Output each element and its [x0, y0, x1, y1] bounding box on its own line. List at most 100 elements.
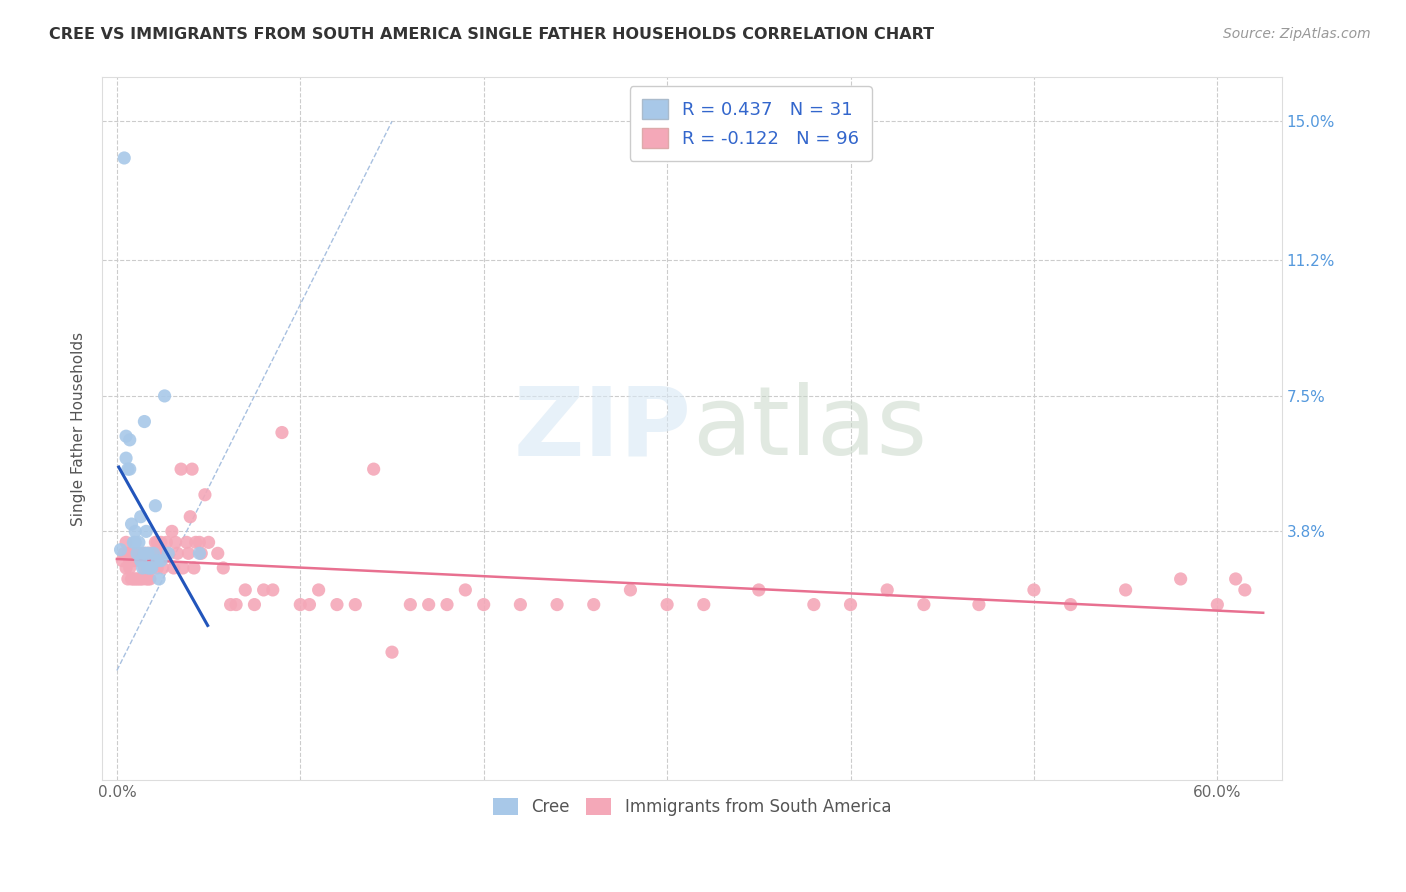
Point: [129, 554, 152, 568]
Point: [141, 561, 163, 575]
Point: [115, 535, 138, 549]
Point: [194, 488, 217, 502]
Point: [118, 462, 141, 476]
Point: [290, 598, 312, 612]
Text: ZIP: ZIP: [515, 383, 692, 475]
Point: [363, 462, 385, 476]
Point: [145, 499, 167, 513]
Point: [271, 425, 294, 440]
Point: [115, 451, 138, 466]
Point: [509, 598, 531, 612]
Point: [839, 598, 862, 612]
Point: [145, 535, 167, 549]
Point: [381, 645, 404, 659]
Point: [124, 546, 146, 560]
Point: [115, 429, 138, 443]
Point: [152, 546, 174, 560]
Point: [912, 598, 935, 612]
Point: [748, 582, 770, 597]
Point: [188, 535, 211, 549]
Point: [134, 546, 156, 560]
Point: [146, 554, 169, 568]
Point: [121, 516, 143, 531]
Point: [1022, 582, 1045, 597]
Point: [190, 546, 212, 560]
Point: [134, 561, 156, 575]
Point: [111, 554, 134, 568]
Point: [136, 546, 159, 560]
Point: [172, 561, 194, 575]
Y-axis label: Single Father Households: Single Father Households: [72, 332, 86, 526]
Point: [125, 572, 148, 586]
Point: [308, 582, 330, 597]
Point: [153, 389, 176, 403]
Point: [252, 582, 274, 597]
Point: [181, 462, 204, 476]
Point: [1170, 572, 1192, 586]
Point: [128, 535, 150, 549]
Point: [115, 561, 138, 575]
Point: [142, 546, 165, 560]
Point: [326, 598, 349, 612]
Point: [148, 546, 170, 560]
Point: [146, 561, 169, 575]
Point: [135, 546, 157, 560]
Point: [155, 535, 177, 549]
Point: [967, 598, 990, 612]
Point: [128, 546, 150, 560]
Point: [112, 151, 135, 165]
Point: [125, 546, 148, 560]
Point: [803, 598, 825, 612]
Point: [344, 598, 367, 612]
Point: [546, 598, 568, 612]
Point: [117, 572, 139, 586]
Point: [139, 561, 162, 575]
Point: [454, 582, 477, 597]
Point: [134, 546, 156, 560]
Point: [233, 582, 256, 597]
Point: [1225, 572, 1247, 586]
Point: [418, 598, 440, 612]
Point: [139, 546, 162, 560]
Point: [146, 535, 169, 549]
Point: [136, 546, 159, 560]
Point: [472, 598, 495, 612]
Point: [121, 546, 143, 560]
Point: [157, 546, 180, 560]
Point: [177, 546, 200, 560]
Legend: Cree, Immigrants from South America: Cree, Immigrants from South America: [485, 789, 900, 825]
Point: [655, 598, 678, 612]
Point: [149, 535, 172, 549]
Point: [693, 598, 716, 612]
Text: CREE VS IMMIGRANTS FROM SOUTH AMERICA SINGLE FATHER HOUSEHOLDS CORRELATION CHART: CREE VS IMMIGRANTS FROM SOUTH AMERICA SI…: [49, 27, 935, 42]
Point: [163, 561, 186, 575]
Point: [131, 561, 153, 575]
Point: [122, 554, 145, 568]
Point: [179, 509, 201, 524]
Point: [170, 462, 193, 476]
Point: [124, 572, 146, 586]
Point: [135, 572, 157, 586]
Point: [176, 535, 198, 549]
Point: [131, 572, 153, 586]
Point: [142, 546, 165, 560]
Point: [117, 462, 139, 476]
Point: [134, 415, 156, 429]
Point: [128, 572, 150, 586]
Point: [122, 535, 145, 549]
Point: [129, 509, 152, 524]
Point: [183, 561, 205, 575]
Point: [1233, 582, 1256, 597]
Point: [148, 572, 170, 586]
Point: [122, 572, 145, 586]
Point: [219, 598, 242, 612]
Point: [165, 535, 187, 549]
Point: [135, 524, 157, 539]
Point: [262, 582, 284, 597]
Point: [129, 572, 152, 586]
Point: [243, 598, 266, 612]
Point: [125, 554, 148, 568]
Point: [160, 524, 183, 539]
Point: [112, 546, 135, 560]
Point: [124, 535, 146, 549]
